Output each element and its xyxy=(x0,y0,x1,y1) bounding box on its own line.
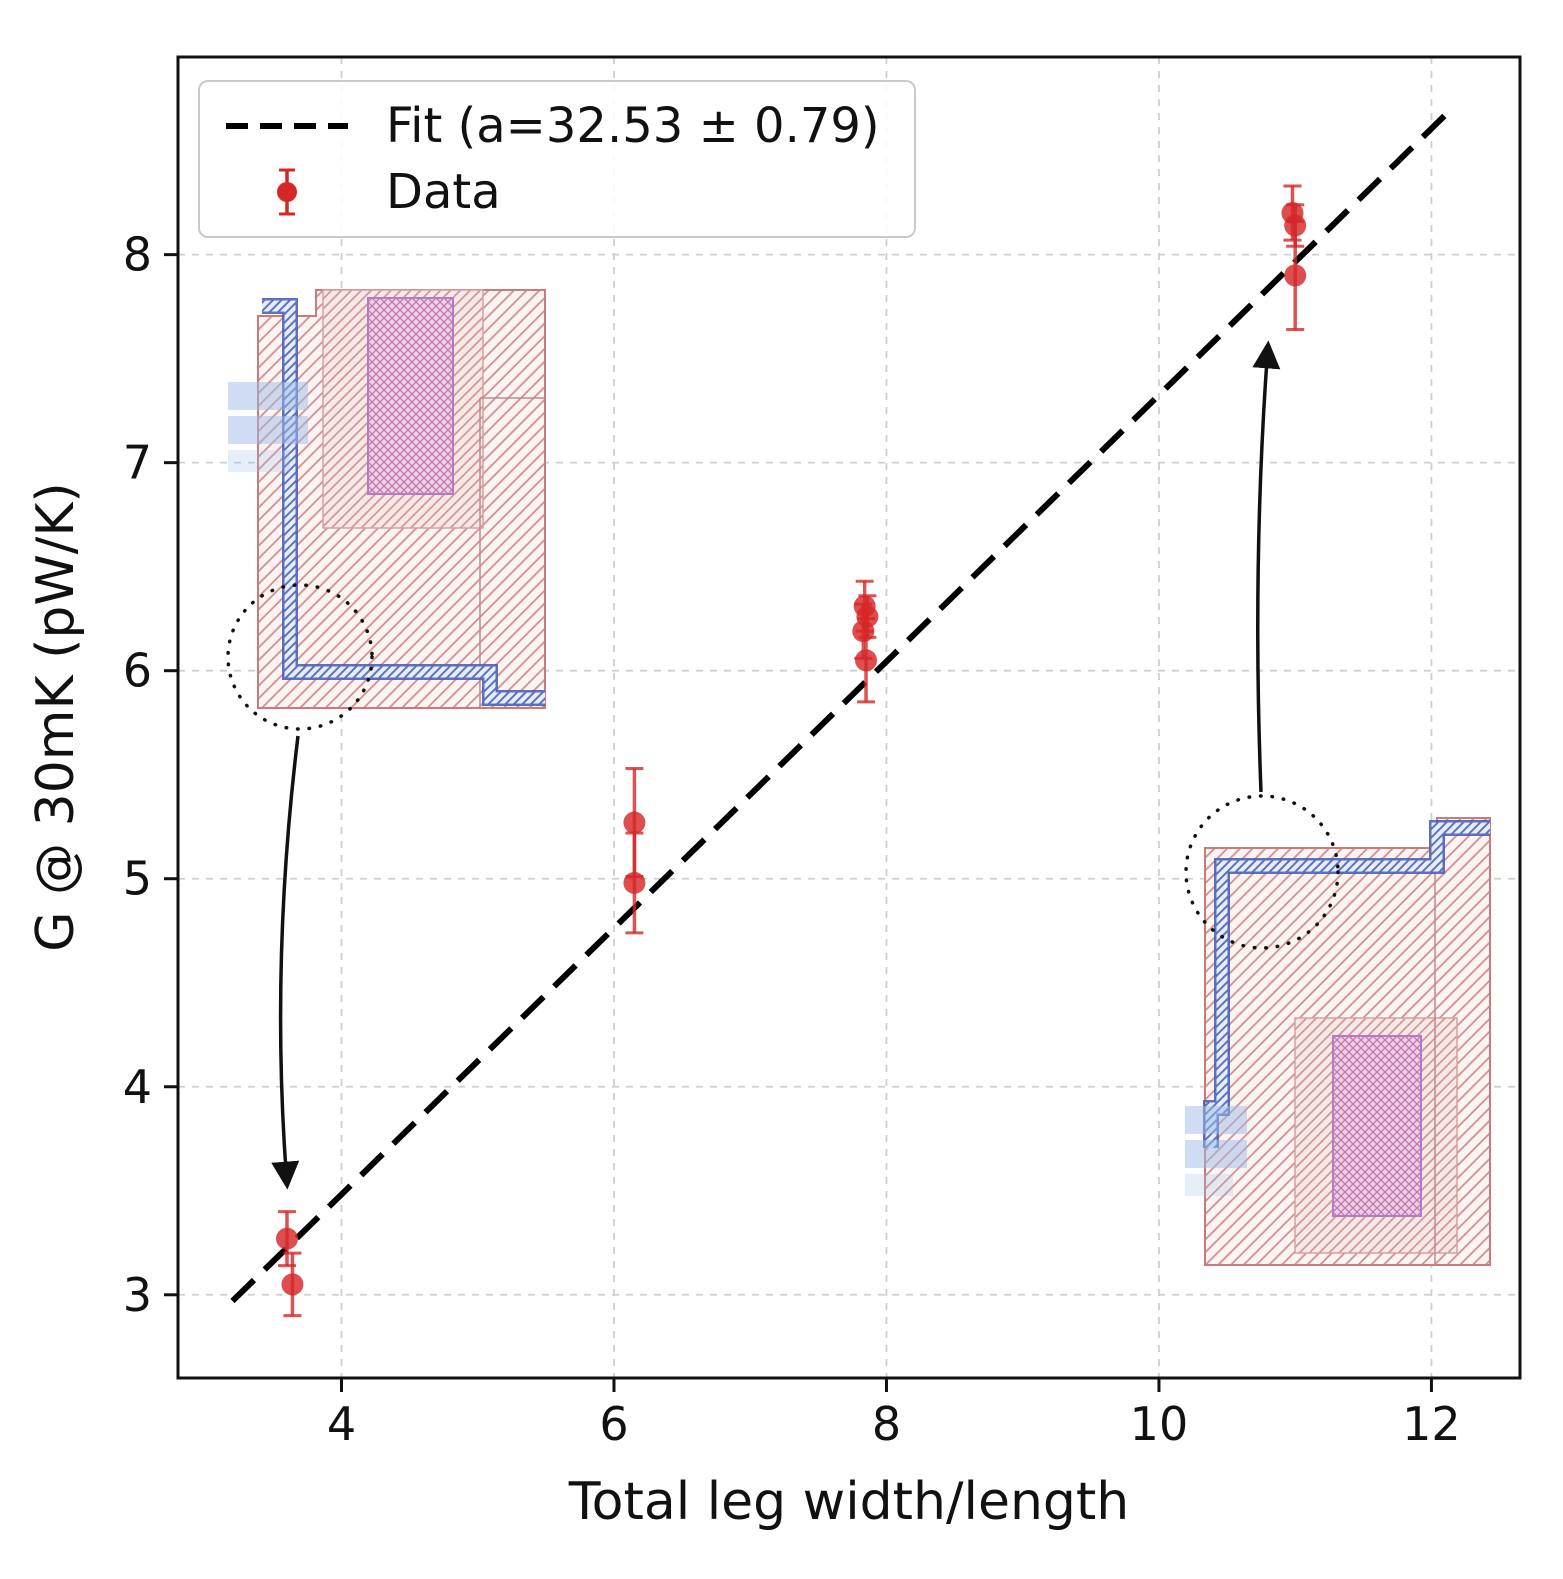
y-axis-label: G @ 30mK (pW/K) xyxy=(26,482,86,952)
legend-label-data: Data xyxy=(386,164,501,220)
leg-trace-hatch xyxy=(262,300,545,704)
data-point xyxy=(623,871,646,894)
legend: Fit (a=32.53 ± 0.79) Data xyxy=(198,80,916,238)
x-tick-label: 6 xyxy=(599,1397,628,1451)
y-tick-label: 6 xyxy=(123,644,152,698)
x-tick-label: 12 xyxy=(1402,1397,1461,1451)
x-tick-label: 4 xyxy=(327,1397,356,1451)
y-tick-label: 5 xyxy=(123,852,152,906)
data-point xyxy=(281,1273,304,1296)
chip-inset-left xyxy=(228,289,546,709)
legend-item-data: Data xyxy=(222,164,880,220)
pad-bar xyxy=(1185,1106,1247,1134)
data-point xyxy=(852,620,875,643)
pad-bar xyxy=(228,382,308,410)
plot-frame xyxy=(176,55,1522,1380)
y-tick-label: 3 xyxy=(123,1268,152,1322)
absorber-region xyxy=(1332,1035,1422,1217)
pad-bar xyxy=(228,416,308,444)
errorbar-point-swatch xyxy=(277,168,297,216)
legend-item-fit: Fit (a=32.53 ± 0.79) xyxy=(222,98,880,154)
data-point xyxy=(855,649,878,672)
detail-circle-left xyxy=(226,583,374,731)
absorber-region xyxy=(367,297,454,495)
dashed-line-swatch xyxy=(226,123,348,129)
legend-label-fit: Fit (a=32.53 ± 0.79) xyxy=(386,98,880,154)
y-tick-label: 7 xyxy=(123,436,152,490)
x-tick-label: 8 xyxy=(872,1397,901,1451)
pad-bar xyxy=(228,450,290,472)
y-tick-label: 4 xyxy=(123,1060,152,1114)
fit-line xyxy=(230,113,1448,1304)
chip-inset-right xyxy=(1185,817,1491,1266)
data-point xyxy=(623,811,646,834)
data-point xyxy=(1284,264,1307,287)
annotation-arrow-left xyxy=(271,735,300,1190)
y-tick-label: 8 xyxy=(123,228,152,282)
x-axis-label: Total leg width/length xyxy=(568,1472,1130,1532)
data-point xyxy=(275,1227,298,1250)
pad-bar xyxy=(1185,1140,1247,1168)
pad-bar xyxy=(1185,1174,1233,1196)
annotation-arrow-right xyxy=(1252,340,1281,793)
x-tick-label: 10 xyxy=(1130,1397,1189,1451)
detail-circle-right xyxy=(1184,794,1340,950)
